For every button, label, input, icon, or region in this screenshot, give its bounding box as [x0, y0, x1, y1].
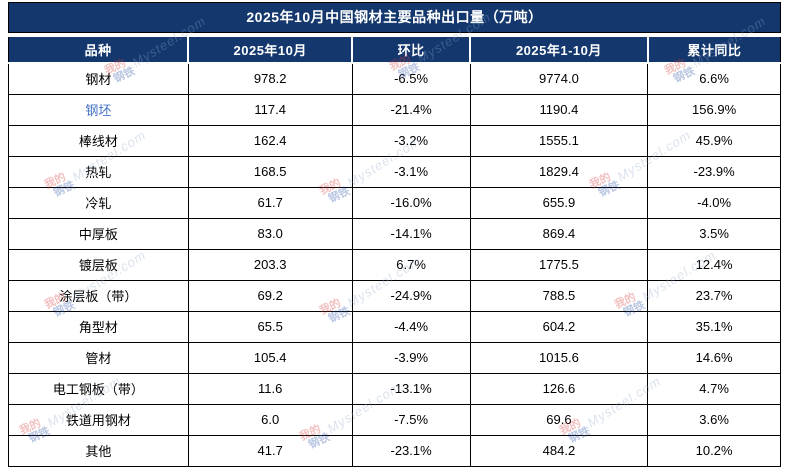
table-row: 钢坯 117.4 -21.4% 1190.4 156.9% — [8, 93, 781, 126]
product-cell: 涂层板（带） — [8, 279, 189, 312]
product-cell: 镀层板 — [8, 248, 189, 281]
oct-value-cell: 11.6 — [187, 372, 353, 405]
product-cell: 铁道用钢材 — [8, 403, 189, 436]
yoy-change-cell: 45.9% — [647, 124, 781, 157]
ytd-value-cell: 788.5 — [469, 279, 649, 312]
yoy-change-cell: 3.5% — [647, 217, 781, 250]
oct-value-cell: 168.5 — [187, 155, 353, 188]
col-header-product: 品种 — [8, 35, 190, 64]
ytd-value-cell: 655.9 — [469, 186, 649, 219]
oct-value-cell: 117.4 — [187, 93, 353, 126]
table-row: 管材 105.4 -3.9% 1015.6 14.6% — [8, 341, 781, 374]
ytd-value-cell: 1015.6 — [469, 341, 649, 374]
oct-value-cell: 83.0 — [187, 217, 353, 250]
col-header-oct-2025: 2025年10月 — [187, 35, 354, 64]
ytd-value-cell: 604.2 — [469, 310, 649, 343]
oct-value-cell: 41.7 — [187, 434, 353, 467]
ytd-value-cell: 9774.0 — [469, 62, 649, 95]
table-row: 角型材 65.5 -4.4% 604.2 35.1% — [8, 310, 781, 343]
table-body: 钢材 978.2 -6.5% 9774.0 6.6% 钢坯 117.4 -21.… — [8, 62, 781, 467]
product-cell: 电工钢板（带） — [8, 372, 189, 405]
oct-value-cell: 203.3 — [187, 248, 353, 281]
oct-value-cell: 69.2 — [187, 279, 353, 312]
ytd-value-cell: 69.6 — [469, 403, 649, 436]
table-row: 冷轧 61.7 -16.0% 655.9 -4.0% — [8, 186, 781, 219]
col-header-mom-change: 环比 — [351, 35, 472, 64]
mom-change-cell: -6.5% — [351, 62, 471, 95]
product-cell: 棒线材 — [8, 124, 189, 157]
mom-change-cell: -21.4% — [351, 93, 471, 126]
yoy-change-cell: 23.7% — [647, 279, 781, 312]
mom-change-cell: -13.1% — [351, 372, 471, 405]
table-row: 钢材 978.2 -6.5% 9774.0 6.6% — [8, 62, 781, 95]
product-cell: 中厚板 — [8, 217, 189, 250]
yoy-change-cell: 4.7% — [647, 372, 781, 405]
oct-value-cell: 105.4 — [187, 341, 353, 374]
col-header-ytd-2025: 2025年1-10月 — [469, 35, 649, 64]
ytd-value-cell: 1555.1 — [469, 124, 649, 157]
table-row: 热轧 168.5 -3.1% 1829.4 -23.9% — [8, 155, 781, 188]
steel-export-table: 品种 2025年10月 环比 2025年1-10月 累计同比 钢材 978.2 … — [8, 35, 781, 467]
ytd-value-cell: 126.6 — [469, 372, 649, 405]
product-cell: 热轧 — [8, 155, 189, 188]
product-cell: 钢材 — [8, 62, 189, 95]
mom-change-cell: -3.1% — [351, 155, 471, 188]
yoy-change-cell: -23.9% — [647, 155, 781, 188]
yoy-change-cell: 35.1% — [647, 310, 781, 343]
mom-change-cell: -3.2% — [351, 124, 471, 157]
mom-change-cell: -14.1% — [351, 217, 471, 250]
yoy-change-cell: 6.6% — [647, 62, 781, 95]
oct-value-cell: 6.0 — [187, 403, 353, 436]
table-title: 2025年10月中国钢材主要品种出口量（万吨） — [8, 2, 781, 33]
ytd-value-cell: 1190.4 — [469, 93, 649, 126]
yoy-change-cell: 3.6% — [647, 403, 781, 436]
oct-value-cell: 978.2 — [187, 62, 353, 95]
product-cell: 角型材 — [8, 310, 189, 343]
mom-change-cell: -23.1% — [351, 434, 471, 467]
ytd-value-cell: 484.2 — [469, 434, 649, 467]
table-row: 棒线材 162.4 -3.2% 1555.1 45.9% — [8, 124, 781, 157]
mom-change-cell: -24.9% — [351, 279, 471, 312]
product-cell: 管材 — [8, 341, 189, 374]
ytd-value-cell: 1775.5 — [469, 248, 649, 281]
mom-change-cell: -7.5% — [351, 403, 471, 436]
table-row: 电工钢板（带） 11.6 -13.1% 126.6 4.7% — [8, 372, 781, 405]
table-row: 中厚板 83.0 -14.1% 869.4 3.5% — [8, 217, 781, 250]
header-row: 品种 2025年10月 环比 2025年1-10月 累计同比 — [8, 35, 781, 64]
ytd-value-cell: 1829.4 — [469, 155, 649, 188]
product-link[interactable]: 钢坯 — [8, 93, 189, 126]
table-container: 2025年10月中国钢材主要品种出口量（万吨） 品种 2025年10月 环比 2… — [8, 2, 781, 467]
mom-change-cell: 6.7% — [351, 248, 471, 281]
mom-change-cell: -3.9% — [351, 341, 471, 374]
yoy-change-cell: 14.6% — [647, 341, 781, 374]
table-row: 铁道用钢材 6.0 -7.5% 69.6 3.6% — [8, 403, 781, 436]
yoy-change-cell: 12.4% — [647, 248, 781, 281]
table-row: 其他 41.7 -23.1% 484.2 10.2% — [8, 434, 781, 467]
ytd-value-cell: 869.4 — [469, 217, 649, 250]
table-row: 镀层板 203.3 6.7% 1775.5 12.4% — [8, 248, 781, 281]
col-header-yoy-change: 累计同比 — [646, 35, 781, 64]
yoy-change-cell: 156.9% — [647, 93, 781, 126]
yoy-change-cell: 10.2% — [647, 434, 781, 467]
mom-change-cell: -16.0% — [351, 186, 471, 219]
yoy-change-cell: -4.0% — [647, 186, 781, 219]
oct-value-cell: 61.7 — [187, 186, 353, 219]
product-cell: 冷轧 — [8, 186, 189, 219]
oct-value-cell: 65.5 — [187, 310, 353, 343]
oct-value-cell: 162.4 — [187, 124, 353, 157]
product-cell: 其他 — [8, 434, 189, 467]
table-row: 涂层板（带） 69.2 -24.9% 788.5 23.7% — [8, 279, 781, 312]
mom-change-cell: -4.4% — [351, 310, 471, 343]
